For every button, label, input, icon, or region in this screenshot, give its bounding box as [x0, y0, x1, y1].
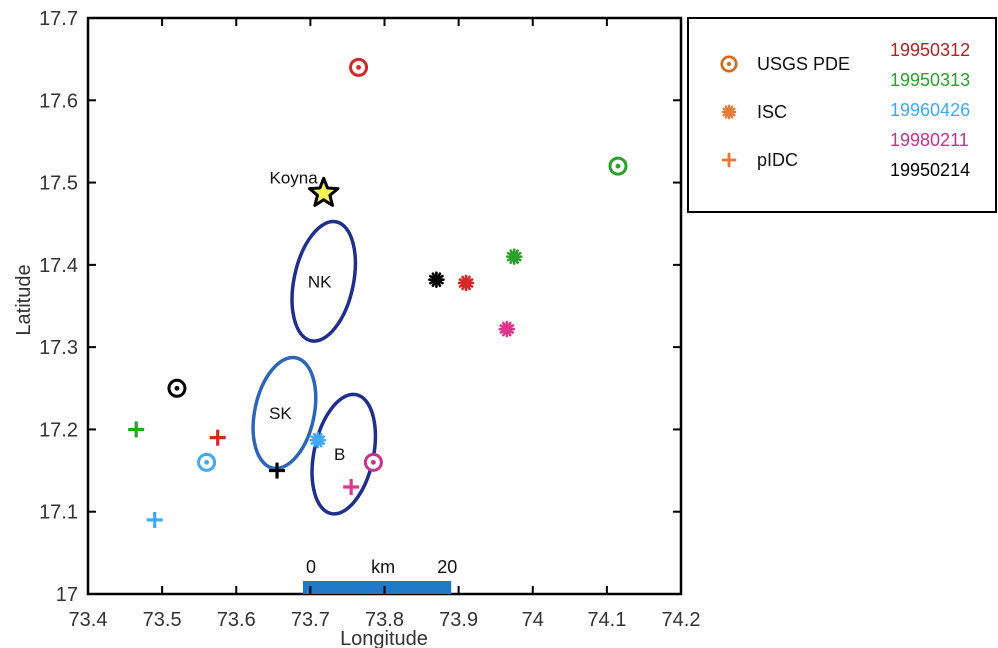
usgs-pde-point	[167, 378, 187, 398]
region-sk: SK	[251, 355, 318, 471]
pidc-point	[146, 511, 163, 528]
y-axis-ticks: 17 17.1 17.2 17.3 17.4 17.5 17.6 17.7	[39, 8, 681, 606]
y-axis-label: Latitude	[13, 264, 35, 335]
y-tick-label: 17.1	[39, 502, 78, 524]
pidc-point	[209, 429, 226, 446]
y-tick-label: 17.5	[39, 173, 78, 195]
scale-bar-unit-label: km	[371, 557, 395, 577]
legend-event-label: 19960426	[890, 100, 970, 120]
isc-point	[505, 248, 523, 265]
legend-label: ISC	[757, 102, 787, 122]
y-tick-label: 17	[56, 584, 78, 606]
y-tick-label: 17.4	[39, 255, 78, 277]
pidc-point	[343, 479, 360, 496]
legend-label: USGS PDE	[757, 54, 850, 74]
x-tick-label: 73.6	[217, 609, 256, 631]
legend-label: pIDC	[757, 150, 798, 170]
isc-point	[428, 271, 445, 288]
ellipse-sk	[251, 355, 318, 471]
legend-event-entries: 19950312 19950313 19960426 19980211 19950214	[890, 40, 970, 180]
region-label-b: B	[334, 445, 345, 464]
usgs-pde-point	[197, 452, 217, 472]
region-nk: NK	[290, 219, 358, 343]
y-tick-label: 17.6	[39, 90, 78, 112]
x-tick-label: 73.5	[143, 609, 182, 631]
scale-bar-rect	[302, 581, 452, 594]
legend: USGS PDE ISC pIDC 19950312 19950313 19960426…	[687, 17, 997, 213]
x-tick-label: 73.8	[365, 609, 404, 631]
scale-bar: 0 km 20	[302, 557, 457, 594]
legend-event-label: 19950313	[890, 70, 970, 90]
legend-marker-pidc	[721, 152, 737, 168]
legend-marker-usgs-pde	[720, 55, 738, 73]
event-markers	[128, 57, 628, 528]
y-tick-label: 17.2	[39, 419, 78, 441]
y-tick-label: 17.7	[39, 8, 78, 30]
x-tick-label: 73.4	[69, 609, 108, 631]
usgs-pde-point	[608, 156, 628, 176]
region-label-nk: NK	[308, 272, 332, 291]
plot-area: NK SK B 0 km 20 Koyna	[86, 16, 683, 596]
pidc-point	[128, 421, 145, 438]
usgs-pde-point	[349, 57, 369, 77]
isc-point	[498, 320, 516, 338]
plot-frame	[86, 16, 683, 596]
legend-box	[687, 17, 997, 213]
isc-point	[457, 274, 475, 292]
ellipse-nk	[290, 219, 358, 343]
pidc-point	[269, 462, 286, 479]
legend-event-label: 19950214	[890, 160, 970, 180]
scale-bar-start-label: 0	[306, 557, 316, 577]
legend-event-label: 19980211	[890, 130, 969, 150]
x-tick-label: 74.2	[662, 609, 701, 631]
koyna-star	[308, 176, 340, 207]
usgs-pde-point	[363, 452, 383, 472]
y-tick-label: 17.3	[39, 337, 78, 359]
legend-event-label: 19950312	[890, 40, 970, 60]
x-tick-label: 73.7	[291, 609, 330, 631]
x-axis-ticks: 73.4 73.5 73.6 73.7 73.8 73.9 74 74.1 74.2	[69, 18, 701, 631]
legend-marker-entries: USGS PDE ISC pIDC	[720, 54, 850, 170]
legend-marker-isc	[721, 104, 737, 120]
x-tick-label: 74.1	[587, 609, 626, 631]
isc-point	[309, 431, 327, 449]
x-tick-label: 74	[522, 609, 544, 631]
x-axis-label: Longitude	[340, 628, 428, 648]
x-tick-label: 73.9	[439, 609, 478, 631]
koyna-marker: Koyna	[270, 168, 340, 207]
koyna-label: Koyna	[270, 168, 319, 187]
region-label-sk: SK	[269, 404, 292, 423]
scale-bar-end-label: 20	[437, 557, 457, 577]
